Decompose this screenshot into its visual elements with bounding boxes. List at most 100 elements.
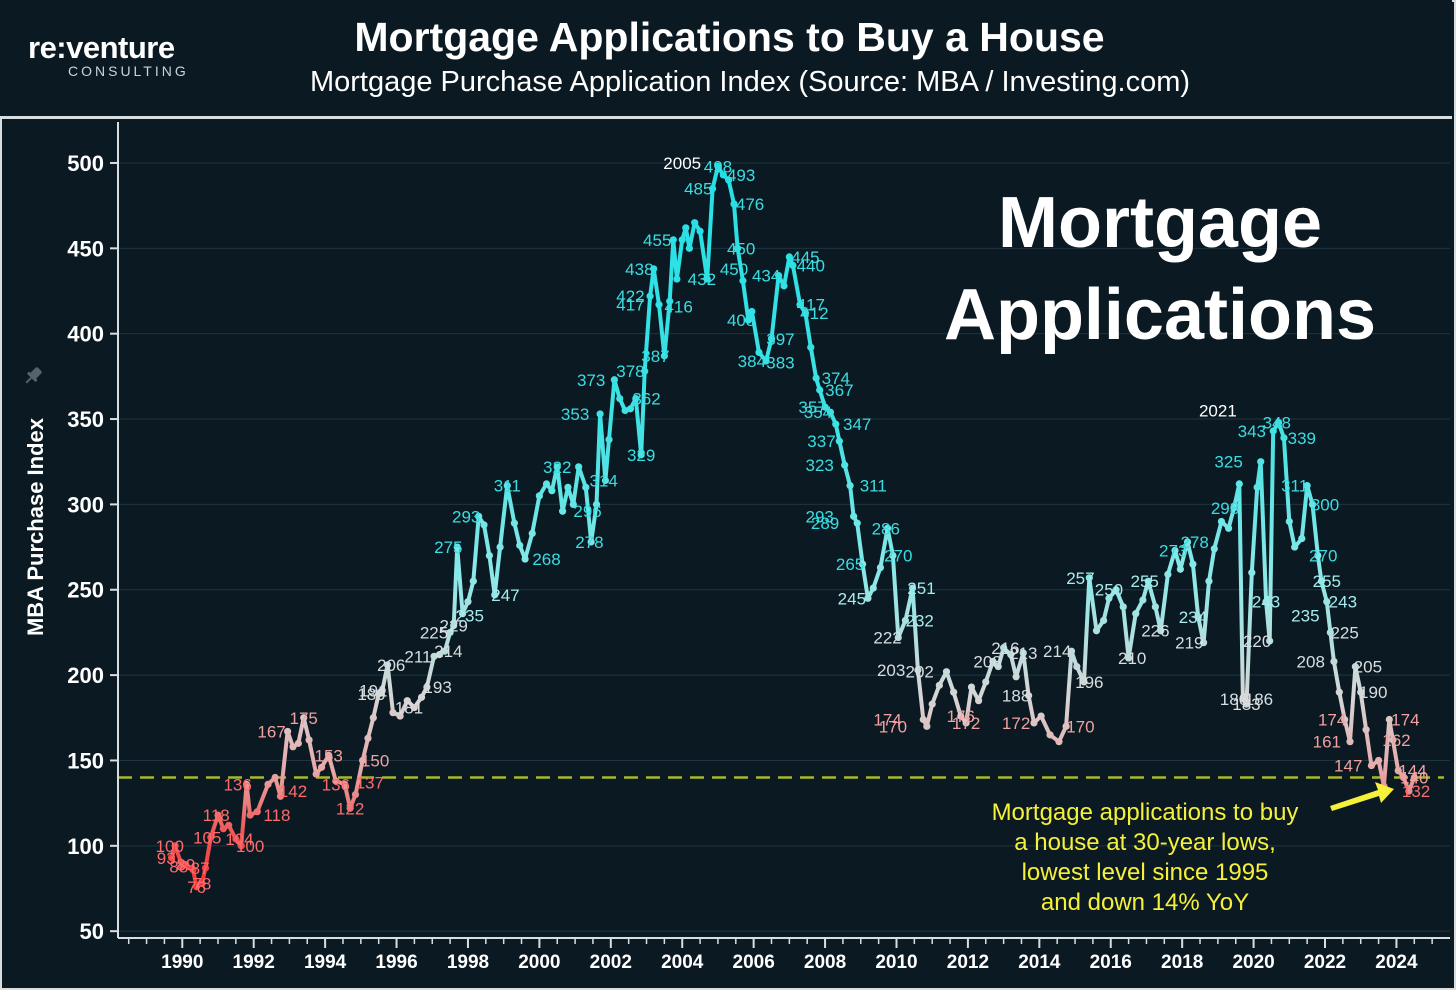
data-point bbox=[789, 261, 797, 269]
data-point bbox=[225, 821, 233, 829]
y-tick-label-100: 100 bbox=[67, 834, 104, 859]
data-label: 132 bbox=[1402, 782, 1430, 801]
data-label: 339 bbox=[1288, 429, 1316, 448]
data-point bbox=[312, 770, 320, 778]
data-point bbox=[1314, 552, 1322, 560]
data-point bbox=[1257, 458, 1265, 466]
data-point bbox=[821, 403, 829, 411]
data-point bbox=[733, 244, 742, 252]
data-label: 245 bbox=[838, 589, 866, 608]
data-label: 100 bbox=[156, 837, 184, 856]
data-point bbox=[1405, 787, 1413, 795]
data-point bbox=[669, 236, 677, 244]
annotation-line-3: lowest level since 1995 bbox=[1022, 859, 1269, 886]
x-tick-label-2000: 2000 bbox=[518, 952, 560, 973]
data-point bbox=[332, 777, 340, 785]
data-label: 150 bbox=[361, 751, 389, 770]
data-label: 493 bbox=[727, 166, 755, 185]
data-point bbox=[748, 307, 756, 316]
data-point bbox=[207, 833, 215, 841]
data-point bbox=[423, 683, 431, 691]
data-point bbox=[678, 236, 686, 244]
data-point bbox=[450, 621, 458, 630]
data-point bbox=[475, 512, 483, 520]
logo-text: re:venture bbox=[28, 30, 175, 65]
data-label: 387 bbox=[641, 347, 669, 366]
data-label: 247 bbox=[491, 586, 519, 605]
y-axis-label: MBA Purchase Index bbox=[23, 417, 48, 636]
data-point bbox=[542, 480, 551, 488]
data-label: 140 bbox=[1400, 769, 1428, 788]
data-point bbox=[942, 668, 951, 676]
data-label: 268 bbox=[532, 550, 560, 569]
data-point bbox=[167, 854, 176, 862]
data-label: 186 bbox=[1220, 690, 1248, 709]
data-point bbox=[369, 714, 377, 722]
data-point bbox=[696, 227, 704, 235]
x-tick-label-1992: 1992 bbox=[233, 952, 275, 973]
data-point bbox=[762, 357, 770, 365]
data-label: 378 bbox=[616, 362, 644, 381]
data-point bbox=[453, 543, 461, 551]
data-point bbox=[666, 297, 674, 305]
y-tick-label-400: 400 bbox=[67, 322, 104, 347]
data-point bbox=[289, 743, 297, 751]
data-point bbox=[673, 275, 681, 283]
data-label: 147 bbox=[1334, 757, 1362, 776]
data-labels: 1009388897678871051181041001361181671421… bbox=[156, 154, 1431, 897]
data-label: 311 bbox=[494, 477, 521, 496]
data-point bbox=[1210, 545, 1218, 553]
data-point bbox=[317, 763, 326, 771]
data-label: 100 bbox=[236, 837, 264, 856]
data-point bbox=[1132, 610, 1140, 618]
data-point bbox=[435, 651, 443, 659]
data-point bbox=[1335, 688, 1343, 696]
data-point bbox=[682, 224, 690, 232]
x-tick-label-2012: 2012 bbox=[947, 952, 989, 973]
data-label: 210 bbox=[1118, 649, 1146, 668]
data-point bbox=[384, 661, 392, 669]
data-point bbox=[417, 693, 426, 701]
data-point bbox=[1080, 678, 1088, 686]
data-point bbox=[575, 463, 583, 471]
data-point bbox=[801, 309, 810, 317]
data-label: 347 bbox=[843, 415, 871, 434]
annotation-arrow bbox=[1330, 782, 1394, 811]
data-point bbox=[192, 883, 201, 891]
data-label: 300 bbox=[1311, 495, 1339, 514]
data-point bbox=[446, 628, 454, 637]
data-point bbox=[1199, 639, 1208, 647]
x-tick-label-2020: 2020 bbox=[1232, 952, 1274, 973]
data-label: 353 bbox=[561, 405, 589, 424]
y-tick-label-450: 450 bbox=[67, 236, 104, 261]
data-point bbox=[1085, 574, 1093, 582]
data-point bbox=[957, 712, 965, 720]
data-point bbox=[841, 461, 849, 469]
data-point bbox=[883, 524, 892, 532]
data-label: 322 bbox=[543, 458, 571, 477]
data-label: 216 bbox=[991, 639, 1019, 658]
x-tick-label-2016: 2016 bbox=[1090, 952, 1132, 973]
data-point bbox=[914, 666, 922, 674]
data-point bbox=[1308, 500, 1317, 508]
data-point bbox=[469, 577, 477, 585]
data-point bbox=[264, 780, 272, 788]
data-point bbox=[832, 420, 840, 428]
data-label: 205 bbox=[1354, 658, 1382, 677]
data-label: 251 bbox=[907, 579, 935, 598]
data-point bbox=[1105, 594, 1113, 602]
x-tick-label-2006: 2006 bbox=[733, 952, 775, 973]
data-label: 311 bbox=[860, 477, 887, 496]
data-label: 232 bbox=[906, 611, 934, 630]
data-label: 176 bbox=[947, 707, 975, 726]
data-point bbox=[300, 714, 308, 722]
data-point bbox=[325, 751, 333, 759]
data-point bbox=[869, 584, 877, 592]
data-point bbox=[219, 825, 227, 833]
data-point bbox=[975, 697, 983, 705]
data-point bbox=[1262, 598, 1270, 606]
data-label: 172 bbox=[1002, 714, 1030, 733]
data-label: 416 bbox=[664, 297, 692, 316]
data-label: 235 bbox=[1291, 606, 1319, 625]
data-label: 214 bbox=[1043, 642, 1071, 661]
